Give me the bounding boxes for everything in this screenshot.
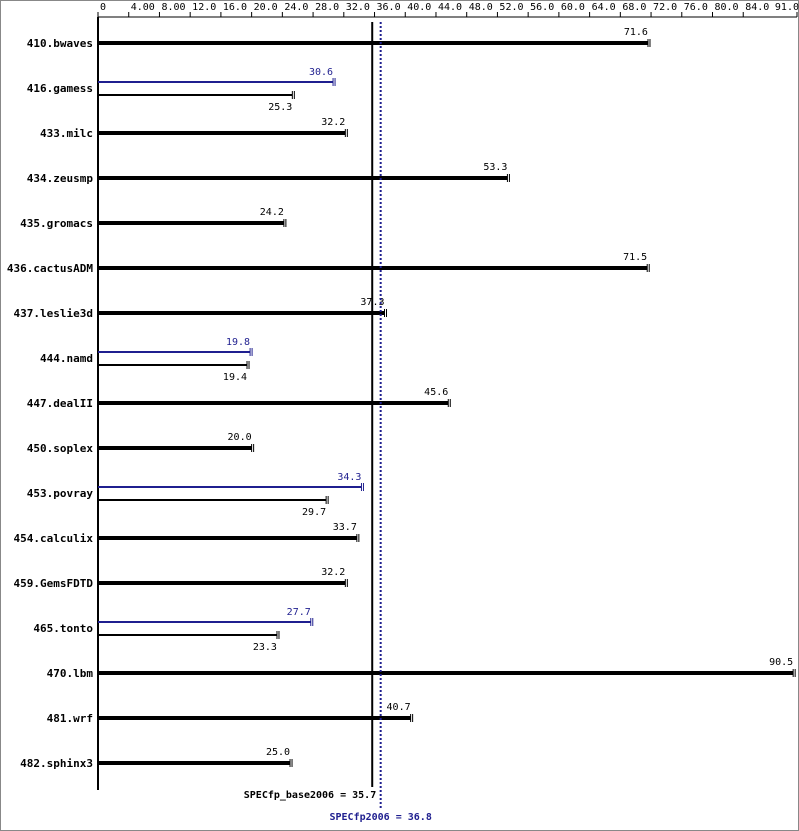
bar (98, 94, 293, 96)
x-tick-label: 91.0 (775, 2, 799, 13)
x-tick-label: 76.0 (684, 2, 708, 13)
value-label: 24.2 (260, 207, 284, 218)
category-label: 437.leslie3d (14, 307, 93, 320)
bar (98, 176, 508, 180)
reference-label: SPECfp2006 = 36.8 (329, 812, 431, 823)
x-tick-label: 28.0 (315, 2, 339, 13)
value-label: 25.3 (268, 102, 292, 113)
category-label: 436.cactusADM (7, 262, 93, 275)
value-label: 29.7 (302, 507, 326, 518)
x-tick-label: 44.0 (438, 2, 462, 13)
bar (98, 634, 277, 636)
x-tick-label: 52.0 (499, 2, 523, 13)
value-label: 27.7 (287, 607, 311, 618)
x-tick-label: 4.00 (131, 2, 155, 13)
x-tick-label: 60.0 (561, 2, 585, 13)
x-tick-label: 80.0 (715, 2, 739, 13)
x-tick-label: 56.0 (530, 2, 554, 13)
x-tick-label: 64.0 (592, 2, 616, 13)
category-label: 435.gromacs (20, 217, 93, 230)
category-label: 450.soplex (27, 442, 94, 455)
value-label: 32.2 (321, 567, 345, 578)
category-label: 482.sphinx3 (20, 757, 93, 770)
bar (98, 536, 357, 540)
category-label: 416.gamess (27, 82, 93, 95)
reference-label: SPECfp_base2006 = 35.7 (244, 790, 376, 801)
x-tick-label: 84.0 (745, 2, 769, 13)
bar (98, 486, 362, 488)
bar (98, 716, 411, 720)
value-label: 19.8 (226, 337, 250, 348)
x-tick-label: 68.0 (622, 2, 646, 13)
bar (98, 761, 291, 765)
bar (98, 81, 334, 83)
bar (98, 131, 346, 135)
x-tick-label: 24.0 (284, 2, 308, 13)
value-label: 53.3 (483, 162, 507, 173)
bar (98, 581, 346, 585)
x-tick-label: 72.0 (653, 2, 677, 13)
value-label: 40.7 (387, 702, 411, 713)
category-label: 444.namd (40, 352, 93, 365)
category-label: 470.lbm (47, 667, 94, 680)
value-label: 71.6 (624, 27, 648, 38)
x-tick-label: 12.0 (192, 2, 216, 13)
value-label: 45.6 (424, 387, 448, 398)
category-label: 410.bwaves (27, 37, 93, 50)
value-label: 71.5 (623, 252, 647, 263)
bar (98, 221, 284, 225)
category-label: 454.calculix (14, 532, 94, 545)
value-label: 20.0 (228, 432, 252, 443)
x-tick-label: 8.00 (161, 2, 185, 13)
category-label: 447.dealII (27, 397, 93, 410)
x-tick-label: 36.0 (377, 2, 401, 13)
value-label: 19.4 (223, 372, 247, 383)
bar (98, 311, 385, 315)
x-tick-label: 20.0 (254, 2, 278, 13)
value-label: 90.5 (769, 657, 793, 668)
bar (98, 446, 252, 450)
x-tick-label: 40.0 (407, 2, 431, 13)
category-label: 465.tonto (33, 622, 93, 635)
value-label: 34.3 (337, 472, 361, 483)
category-label: 434.zeusmp (27, 172, 94, 185)
x-tick-label: 16.0 (223, 2, 247, 13)
value-label: 33.7 (333, 522, 357, 533)
value-label: 32.2 (321, 117, 345, 128)
category-label: 433.milc (40, 127, 93, 140)
bar (98, 499, 327, 501)
value-label: 30.6 (309, 67, 333, 78)
bar (98, 364, 248, 366)
bar (98, 351, 251, 353)
value-label: 25.0 (266, 747, 290, 758)
x-tick-label: 0 (100, 2, 106, 13)
category-label: 459.GemsFDTD (14, 577, 94, 590)
value-label: 23.3 (253, 642, 277, 653)
category-label: 481.wrf (47, 712, 93, 725)
bar (98, 401, 449, 405)
bar (98, 621, 311, 623)
x-tick-label: 32.0 (346, 2, 370, 13)
category-label: 453.povray (27, 487, 94, 500)
bar (98, 671, 794, 675)
x-tick-label: 48.0 (469, 2, 493, 13)
